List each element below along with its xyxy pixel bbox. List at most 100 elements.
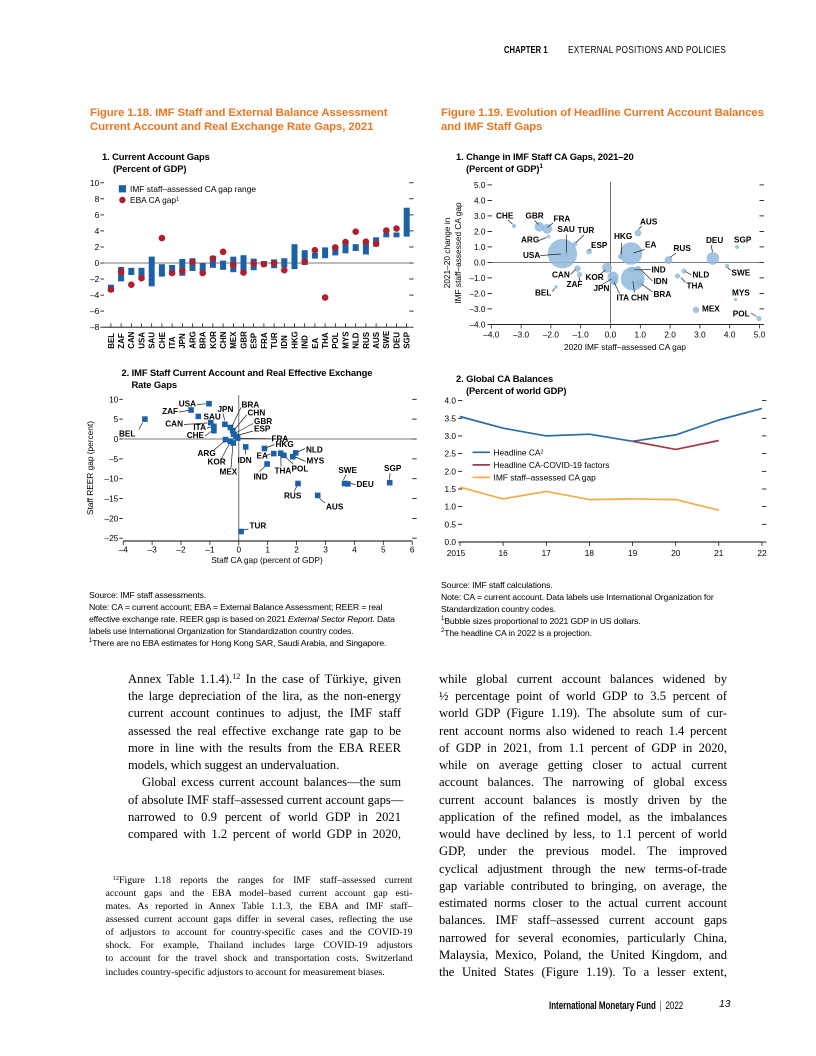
svg-text:CAN: CAN (165, 420, 183, 429)
svg-text:IDN: IDN (238, 456, 252, 465)
svg-text:10: 10 (109, 394, 119, 404)
svg-text:DEU: DEU (706, 236, 723, 245)
svg-text:JPN: JPN (218, 405, 234, 414)
svg-text:IDN: IDN (654, 277, 668, 286)
svg-text:–3: –3 (147, 545, 157, 555)
svg-text:IND: IND (254, 473, 268, 482)
svg-text:SGP: SGP (734, 236, 752, 245)
svg-text:ZAF: ZAF (117, 333, 126, 349)
svg-text:–1: –1 (205, 545, 215, 555)
svg-text:RUS: RUS (674, 244, 692, 253)
svg-text:FRA: FRA (272, 435, 289, 444)
svg-text:GBR: GBR (526, 212, 544, 221)
svg-text:2.0: 2.0 (474, 226, 486, 236)
svg-text:4: 4 (95, 226, 100, 236)
svg-text:IND: IND (301, 335, 310, 349)
svg-text:ESP: ESP (591, 241, 608, 250)
svg-text:6: 6 (95, 210, 100, 220)
svg-text:2.0: 2.0 (664, 329, 676, 339)
svg-text:–8: –8 (90, 322, 100, 332)
svg-text:RUS: RUS (362, 332, 371, 349)
svg-text:22: 22 (757, 548, 767, 558)
svg-text:0.0: 0.0 (474, 257, 486, 267)
svg-text:1.5: 1.5 (444, 484, 456, 494)
svg-text:BRA: BRA (199, 331, 208, 348)
svg-text:2: 2 (95, 242, 100, 252)
svg-text:SAU: SAU (204, 413, 221, 422)
svg-text:–1.0: –1.0 (573, 329, 590, 339)
svg-text:2020 IMF staff–assessed CA gap: 2020 IMF staff–assessed CA gap (564, 342, 686, 352)
svg-text:4.0: 4.0 (724, 329, 736, 339)
svg-text:ARG: ARG (198, 449, 216, 458)
svg-text:RUS: RUS (284, 492, 302, 501)
svg-text:–3.0: –3.0 (513, 329, 530, 339)
svg-text:CAN: CAN (552, 271, 570, 280)
svg-text:5: 5 (114, 414, 119, 424)
svg-text:CHE: CHE (158, 332, 167, 349)
svg-text:0.0: 0.0 (605, 329, 617, 339)
svg-text:BEL: BEL (119, 430, 135, 439)
svg-text:ITA: ITA (193, 423, 206, 432)
svg-text:TUR: TUR (250, 522, 267, 531)
svg-text:EA: EA (645, 241, 656, 250)
svg-text:FRA: FRA (554, 215, 571, 224)
svg-text:8: 8 (95, 194, 100, 204)
svg-text:20: 20 (671, 548, 681, 558)
svg-text:17: 17 (542, 548, 552, 558)
svg-text:MEX: MEX (702, 305, 720, 314)
svg-text:AUS: AUS (640, 218, 658, 227)
svg-text:5: 5 (381, 545, 386, 555)
svg-text:6: 6 (410, 545, 415, 555)
svg-text:SGP: SGP (403, 332, 412, 349)
svg-text:Headline CA2: Headline CA2 (494, 448, 544, 458)
svg-text:ARG: ARG (521, 236, 539, 245)
svg-text:BEL: BEL (535, 289, 551, 298)
svg-text:5.0: 5.0 (754, 329, 766, 339)
svg-text:AUS: AUS (372, 332, 381, 349)
svg-text:ARG: ARG (188, 331, 197, 349)
svg-text:19: 19 (628, 548, 638, 558)
svg-text:–5: –5 (109, 454, 119, 464)
svg-text:NLD: NLD (693, 271, 710, 280)
svg-text:JPN: JPN (594, 284, 610, 293)
svg-text:–2: –2 (90, 274, 100, 284)
svg-text:GBR: GBR (239, 331, 248, 349)
svg-text:3.0: 3.0 (694, 329, 706, 339)
svg-text:4.0: 4.0 (474, 195, 486, 205)
svg-text:2021–20 change in: 2021–20 change in (442, 217, 452, 288)
svg-text:–20: –20 (104, 513, 118, 523)
svg-text:1.0: 1.0 (635, 329, 647, 339)
svg-text:JPN: JPN (178, 333, 187, 349)
svg-text:CAN: CAN (127, 331, 136, 348)
svg-text:CHE: CHE (187, 431, 205, 440)
svg-text:HKG: HKG (276, 440, 294, 449)
svg-text:1.0: 1.0 (474, 242, 486, 252)
svg-text:HKG: HKG (290, 331, 299, 349)
svg-text:ZAF: ZAF (567, 280, 583, 289)
svg-text:–25: –25 (104, 533, 118, 543)
svg-text:ITA: ITA (617, 294, 630, 303)
svg-text:3.0: 3.0 (444, 431, 456, 441)
svg-text:16: 16 (498, 548, 508, 558)
svg-text:–4.0: –4.0 (483, 329, 500, 339)
svg-text:–2: –2 (176, 545, 186, 555)
svg-text:ZAF: ZAF (162, 407, 178, 416)
svg-text:GBR: GBR (254, 417, 272, 426)
svg-text:SAU: SAU (558, 225, 575, 234)
svg-text:MYS: MYS (341, 332, 350, 349)
svg-text:BRA: BRA (654, 290, 672, 299)
svg-text:BRA: BRA (242, 401, 260, 410)
svg-text:MEX: MEX (220, 468, 238, 477)
svg-text:IMF staff–assessed CA gap: IMF staff–assessed CA gap (453, 202, 463, 304)
svg-text:IMF staff–assessed CA gap: IMF staff–assessed CA gap (494, 473, 597, 483)
svg-text:SWE: SWE (382, 331, 391, 349)
svg-text:4.0: 4.0 (444, 396, 456, 406)
svg-text:–4: –4 (90, 290, 100, 300)
svg-text:EBA CA gap1: EBA CA gap1 (130, 195, 179, 205)
svg-text:MYS: MYS (307, 457, 325, 466)
svg-text:CHN: CHN (631, 294, 649, 303)
svg-text:0: 0 (236, 545, 241, 555)
svg-text:BEL: BEL (107, 333, 116, 349)
svg-text:2.5: 2.5 (444, 449, 456, 459)
svg-text:THA: THA (275, 467, 292, 476)
